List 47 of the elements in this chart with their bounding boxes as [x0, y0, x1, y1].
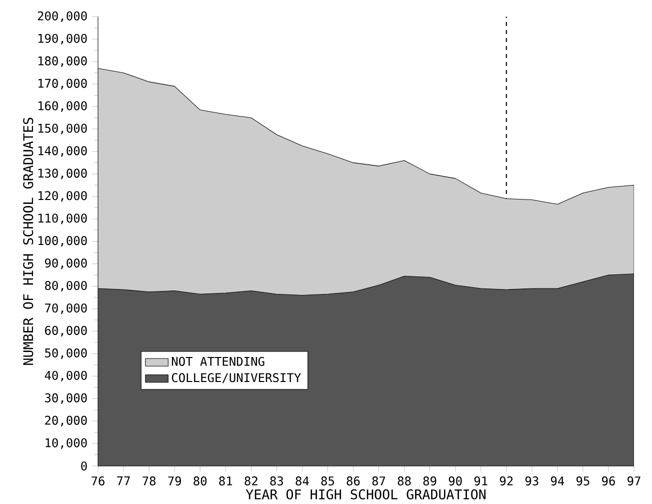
y-tick-label: 10,000: [46, 438, 87, 449]
legend-label: COLLEGE/UNIVERSITY: [172, 373, 301, 384]
x-tick-label: 85: [321, 476, 334, 486]
y-tick-label: 80,000: [45, 281, 87, 292]
x-tick-label: 94: [550, 476, 564, 486]
y-axis-title: NUMBER OF HIGH SCHOOL GRADUATES: [23, 118, 34, 365]
y-tick-label: 60,000: [45, 326, 87, 337]
x-tick-label: 77: [117, 476, 130, 486]
y-tick-label: 150,000: [38, 124, 87, 134]
x-tick-label: 80: [194, 476, 207, 486]
y-tick-label: 70,000: [45, 304, 87, 314]
y-tick-label: 170,000: [38, 78, 87, 90]
x-tick-label: 90: [448, 476, 462, 486]
x-axis-title: YEAR OF HIGH SCHOOL GRADUATION: [246, 489, 486, 500]
y-tick-label: 190,000: [38, 34, 87, 44]
x-tick-label: 97: [628, 476, 640, 486]
x-tick-label: 88: [398, 476, 411, 486]
y-tick-label: 180,000: [38, 56, 87, 67]
y-tick-label: 90,000: [45, 258, 87, 270]
x-tick-label: 89: [423, 476, 436, 486]
legend-label: NOT ATTENDING: [172, 356, 264, 366]
y-tick-label: 100,000: [38, 236, 87, 247]
x-tick-label: 91: [474, 476, 488, 486]
x-tick-label: 87: [372, 476, 386, 486]
y-tick-label: 200,000: [38, 11, 87, 22]
y-tick-label: 140,000: [38, 146, 87, 157]
x-tick-label: 81: [219, 476, 232, 486]
x-tick-label: 93: [525, 476, 538, 486]
x-tick-label: 78: [142, 476, 156, 486]
y-tick-label: 30,000: [45, 393, 87, 404]
x-tick-label: 83: [270, 476, 283, 486]
x-tick-label: 84: [296, 476, 309, 486]
x-tick-label: 92: [500, 476, 513, 486]
x-tick-label: 95: [576, 476, 590, 486]
y-tick-label: 130,000: [38, 168, 87, 180]
y-tick-label: 110,000: [38, 214, 87, 224]
y-tick-label: 40,000: [44, 370, 87, 382]
x-tick-label: 76: [92, 476, 104, 486]
y-tick-label: 20,000: [45, 416, 87, 426]
y-tick-label: 50,000: [45, 348, 87, 360]
y-tick-label: 160,000: [38, 101, 87, 112]
x-tick-label: 96: [602, 476, 615, 486]
x-tick-label: 82: [244, 476, 258, 486]
x-tick-label: 86: [346, 476, 360, 486]
y-tick-label: 0: [81, 462, 87, 471]
y-tick-label: 120,000: [38, 191, 87, 202]
x-tick-label: 79: [168, 476, 181, 486]
